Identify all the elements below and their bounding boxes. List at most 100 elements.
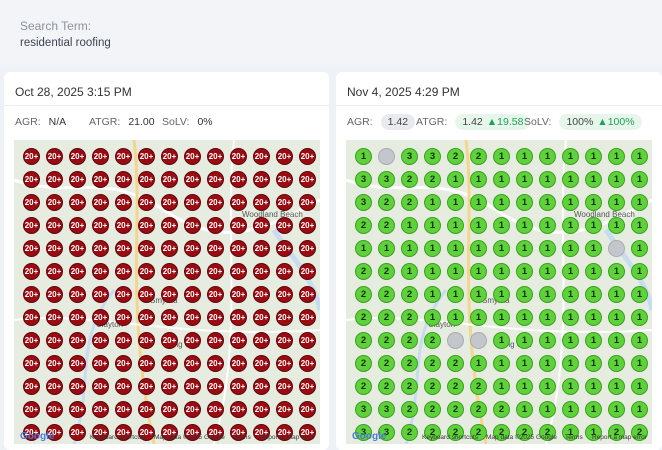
rank-pin[interactable]: 20+ bbox=[92, 148, 109, 165]
rank-pin[interactable]: 2 bbox=[378, 286, 395, 303]
rank-pin[interactable]: 20+ bbox=[230, 240, 247, 257]
rank-pin[interactable]: 1 bbox=[562, 240, 579, 257]
rank-pin[interactable]: 20+ bbox=[69, 401, 86, 418]
rank-pin[interactable]: 20+ bbox=[161, 309, 178, 326]
rank-pin[interactable]: 20+ bbox=[184, 355, 201, 372]
rank-pin[interactable]: 1 bbox=[631, 401, 648, 418]
rank-pin[interactable]: 1 bbox=[608, 309, 625, 326]
rank-pin[interactable]: 20+ bbox=[230, 148, 247, 165]
rank-pin[interactable]: 20+ bbox=[299, 217, 316, 234]
rank-pin[interactable]: 20+ bbox=[138, 194, 155, 211]
rank-pin[interactable]: 1 bbox=[585, 148, 602, 165]
rank-pin[interactable]: 1 bbox=[562, 263, 579, 280]
rank-pin[interactable]: 20+ bbox=[138, 286, 155, 303]
rank-pin[interactable]: 1 bbox=[608, 148, 625, 165]
rank-pin[interactable]: 20+ bbox=[161, 424, 178, 441]
rank-pin[interactable]: 20+ bbox=[299, 355, 316, 372]
rank-pin[interactable]: 1 bbox=[447, 217, 464, 234]
rank-pin[interactable]: 20+ bbox=[276, 401, 293, 418]
rank-pin[interactable]: 20+ bbox=[276, 148, 293, 165]
rank-pin[interactable]: 20+ bbox=[161, 378, 178, 395]
rank-pin[interactable]: 20+ bbox=[184, 263, 201, 280]
rank-pin[interactable]: 1 bbox=[562, 424, 579, 441]
keyboard-shortcuts-link[interactable]: Keyboard shortcuts bbox=[90, 434, 147, 441]
rank-pin[interactable]: 2 bbox=[424, 332, 441, 349]
rank-pin[interactable]: 1 bbox=[585, 332, 602, 349]
rank-pin[interactable]: 1 bbox=[470, 194, 487, 211]
rank-pin[interactable]: 20+ bbox=[46, 171, 63, 188]
rank-pin[interactable]: 2 bbox=[447, 424, 464, 441]
rank-pin[interactable]: 20+ bbox=[276, 355, 293, 372]
rank-pin[interactable]: 20+ bbox=[253, 240, 270, 257]
rank-pin[interactable]: 3 bbox=[401, 148, 418, 165]
rank-pin[interactable]: 20+ bbox=[161, 332, 178, 349]
rank-pin[interactable]: 1 bbox=[562, 309, 579, 326]
rank-pin[interactable]: 2 bbox=[470, 148, 487, 165]
rank-pin[interactable]: 1 bbox=[562, 378, 579, 395]
rank-pin[interactable]: 1 bbox=[539, 401, 556, 418]
rank-pin[interactable]: 1 bbox=[608, 332, 625, 349]
rank-pin[interactable]: 1 bbox=[447, 263, 464, 280]
rank-pin[interactable]: 20+ bbox=[207, 240, 224, 257]
rank-pin[interactable]: 1 bbox=[470, 171, 487, 188]
rank-pin[interactable]: 20+ bbox=[207, 378, 224, 395]
rank-pin[interactable]: 2 bbox=[516, 424, 533, 441]
rank-pin[interactable]: 20+ bbox=[253, 401, 270, 418]
rank-pin[interactable]: 2 bbox=[378, 332, 395, 349]
rank-pin[interactable]: 20+ bbox=[23, 194, 40, 211]
rank-pin[interactable]: 1 bbox=[470, 355, 487, 372]
rank-pin[interactable]: 20+ bbox=[184, 424, 201, 441]
rank-pin[interactable]: 20+ bbox=[46, 355, 63, 372]
rank-pin[interactable]: 20+ bbox=[161, 148, 178, 165]
rank-pin[interactable]: 1 bbox=[631, 148, 648, 165]
rank-pin[interactable]: 1 bbox=[585, 309, 602, 326]
rank-pin[interactable]: 20+ bbox=[115, 401, 132, 418]
rank-pin[interactable]: 1 bbox=[516, 217, 533, 234]
rank-pin[interactable]: 20+ bbox=[46, 401, 63, 418]
rank-pin[interactable]: 20+ bbox=[23, 171, 40, 188]
rank-pin[interactable]: 1 bbox=[631, 332, 648, 349]
rank-pin[interactable]: 20+ bbox=[69, 378, 86, 395]
rank-pin[interactable]: 1 bbox=[608, 171, 625, 188]
rank-pin[interactable]: 1 bbox=[493, 332, 510, 349]
rank-pin[interactable]: 20+ bbox=[207, 355, 224, 372]
rank-pin[interactable]: 20+ bbox=[253, 309, 270, 326]
rank-pin[interactable]: 20+ bbox=[299, 194, 316, 211]
rank-pin[interactable]: 2 bbox=[608, 424, 625, 441]
rank-pin[interactable]: 1 bbox=[493, 148, 510, 165]
rank-pin[interactable]: 1 bbox=[539, 217, 556, 234]
rank-pin[interactable]: 20+ bbox=[138, 217, 155, 234]
rank-pin[interactable]: 1 bbox=[355, 148, 372, 165]
rank-pin[interactable]: 20+ bbox=[299, 378, 316, 395]
rank-pin[interactable]: 20+ bbox=[276, 332, 293, 349]
rank-pin[interactable]: 1 bbox=[562, 286, 579, 303]
rank-pin[interactable]: 20+ bbox=[92, 424, 109, 441]
rank-pin[interactable]: 2 bbox=[355, 263, 372, 280]
rank-pin[interactable]: 1 bbox=[447, 309, 464, 326]
terms-link[interactable]: Terms bbox=[565, 434, 583, 441]
rank-pin[interactable]: 3 bbox=[355, 401, 372, 418]
rank-pin[interactable]: 20+ bbox=[184, 332, 201, 349]
rank-pin[interactable]: 20+ bbox=[138, 378, 155, 395]
rank-pin[interactable]: 2 bbox=[424, 424, 441, 441]
rank-pin[interactable]: 1 bbox=[493, 263, 510, 280]
rank-pin[interactable] bbox=[470, 332, 487, 349]
rank-pin[interactable]: 20+ bbox=[207, 148, 224, 165]
rank-pin[interactable]: 20+ bbox=[161, 263, 178, 280]
rank-pin[interactable]: 2 bbox=[631, 424, 648, 441]
rank-pin[interactable]: 20+ bbox=[161, 286, 178, 303]
rank-pin[interactable]: 2 bbox=[493, 424, 510, 441]
rank-pin[interactable]: 2 bbox=[355, 355, 372, 372]
rank-pin[interactable]: 2 bbox=[355, 378, 372, 395]
rank-pin[interactable]: 20+ bbox=[299, 148, 316, 165]
rank-pin[interactable]: 2 bbox=[378, 309, 395, 326]
rank-pin[interactable]: 20+ bbox=[253, 286, 270, 303]
rank-pin[interactable]: 20+ bbox=[276, 309, 293, 326]
rank-pin[interactable]: 1 bbox=[493, 217, 510, 234]
rank-pin[interactable]: 20+ bbox=[92, 263, 109, 280]
rank-pin[interactable]: 1 bbox=[424, 286, 441, 303]
rank-pin[interactable]: 1 bbox=[401, 263, 418, 280]
rank-pin[interactable]: 2 bbox=[493, 401, 510, 418]
rank-pin[interactable]: 2 bbox=[447, 401, 464, 418]
terms-link[interactable]: Terms bbox=[233, 434, 251, 441]
